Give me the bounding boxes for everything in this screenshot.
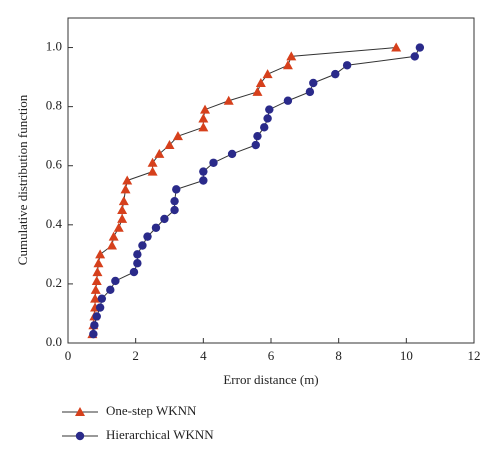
data-point: [262, 69, 273, 79]
data-point: [90, 293, 101, 303]
data-point: [138, 241, 147, 250]
data-point: [111, 276, 120, 286]
x-tick-label: 12: [468, 348, 481, 363]
data-point: [97, 294, 107, 303]
data-point: [331, 69, 340, 79]
data-point: [200, 104, 211, 114]
y-tick-label: 0.2: [46, 275, 62, 290]
data-point: [129, 267, 139, 277]
data-point: [117, 213, 128, 223]
series-line: [91, 47, 397, 335]
data-point: [122, 175, 133, 185]
data-point: [91, 275, 102, 285]
data-point: [133, 250, 142, 259]
x-tick-label: 0: [65, 348, 72, 363]
data-point: [89, 329, 98, 339]
data-point: [342, 61, 352, 70]
x-tick-label: 8: [335, 348, 342, 363]
data-point: [253, 131, 262, 141]
x-tick-label: 2: [132, 348, 139, 363]
data-point: [415, 43, 425, 52]
data-point: [198, 122, 209, 132]
data-point: [283, 96, 293, 105]
x-tick-label: 10: [400, 348, 413, 363]
data-point: [172, 131, 183, 141]
x-tick-label: 6: [268, 348, 275, 363]
data-point: [263, 114, 272, 123]
data-point: [95, 303, 105, 312]
data-point: [95, 249, 106, 259]
data-point: [118, 196, 129, 206]
data-point: [90, 284, 101, 294]
data-point: [170, 205, 179, 215]
data-point: [260, 123, 269, 132]
data-point: [113, 222, 124, 232]
data-point: [147, 157, 158, 167]
data-point: [309, 78, 318, 88]
y-tick-label: 0.8: [46, 98, 62, 113]
data-point: [282, 60, 293, 70]
data-point: [286, 51, 297, 61]
data-point: [251, 140, 260, 150]
y-tick-label: 1.0: [46, 39, 62, 54]
data-point: [198, 113, 209, 123]
data-point: [117, 205, 128, 215]
data-point: [90, 321, 99, 330]
x-axis-label: Error distance (m): [223, 372, 318, 387]
legend-marker: [75, 407, 85, 416]
data-point: [391, 42, 402, 52]
y-tick-label: 0.6: [46, 157, 63, 172]
data-point: [92, 267, 103, 277]
y-tick-label: 0.0: [46, 334, 62, 349]
data-point: [92, 312, 101, 321]
data-point: [209, 158, 218, 167]
data-point: [223, 95, 234, 105]
data-point: [172, 185, 181, 194]
data-point: [106, 285, 115, 295]
data-point: [199, 176, 208, 185]
x-tick-label: 4: [200, 348, 207, 363]
data-point: [143, 232, 152, 241]
y-axis-label: Cumulative distribution function: [15, 94, 30, 265]
data-point: [120, 184, 131, 194]
data-point: [106, 240, 117, 250]
legend-label: Hierarchical WKNN: [106, 427, 214, 442]
data-point: [265, 105, 274, 114]
data-point: [252, 86, 263, 96]
data-point: [164, 140, 175, 150]
data-point: [133, 259, 142, 268]
data-point: [160, 214, 169, 224]
data-point: [108, 231, 119, 241]
data-point: [305, 87, 315, 97]
y-tick-label: 0.4: [46, 216, 63, 231]
data-point: [147, 166, 158, 176]
data-point: [227, 149, 237, 159]
data-point: [199, 167, 208, 176]
legend-label: One-step WKNN: [106, 403, 197, 418]
data-point: [93, 258, 104, 268]
data-point: [410, 52, 419, 61]
data-point: [170, 196, 179, 206]
data-point: [255, 78, 266, 87]
data-point: [154, 148, 165, 158]
data-point: [151, 223, 161, 232]
legend-marker: [75, 431, 85, 441]
